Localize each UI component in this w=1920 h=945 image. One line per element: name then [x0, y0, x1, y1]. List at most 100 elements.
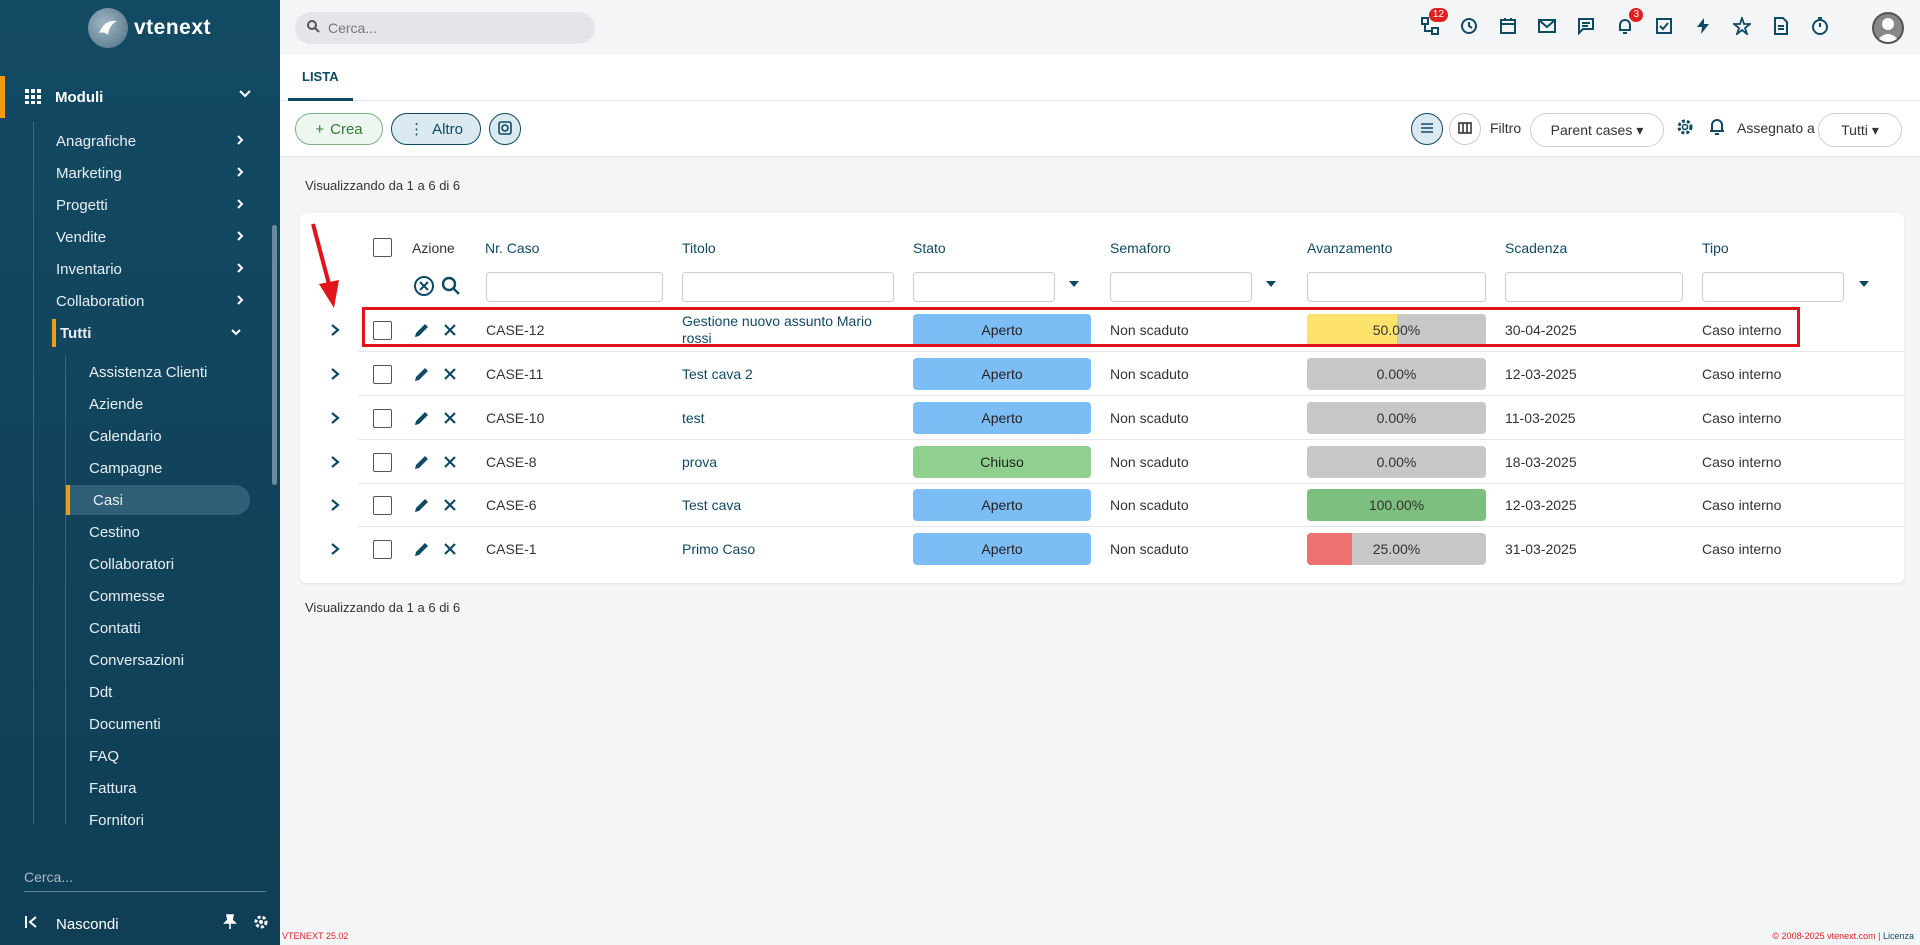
- edit-icon[interactable]: [413, 440, 431, 484]
- sidebar-group-collaboration[interactable]: Collaboration: [56, 287, 246, 315]
- expand-row-chevron-icon[interactable]: [329, 527, 341, 571]
- row-checkbox[interactable]: [373, 496, 392, 515]
- filter-dropdown[interactable]: Parent cases ▾: [1530, 113, 1664, 147]
- gear-icon[interactable]: [253, 914, 269, 934]
- sidebar-item-fattura[interactable]: Fattura: [89, 773, 249, 803]
- history-icon[interactable]: [1458, 14, 1479, 38]
- edit-icon[interactable]: [413, 396, 431, 440]
- column-header-avanzamento[interactable]: Avanzamento: [1307, 240, 1393, 256]
- assigned-dropdown[interactable]: Tutti ▾: [1818, 113, 1902, 147]
- edit-icon[interactable]: [413, 352, 431, 396]
- expand-row-chevron-icon[interactable]: [329, 483, 341, 527]
- sidebar-item-campagne[interactable]: Campagne: [89, 453, 249, 483]
- column-header-tipo[interactable]: Tipo: [1702, 240, 1729, 256]
- column-header-nr-caso[interactable]: Nr. Caso: [485, 240, 540, 256]
- case-title-link[interactable]: Primo Caso: [682, 540, 756, 557]
- processes-icon[interactable]: 12: [1419, 8, 1448, 38]
- row-checkbox[interactable]: [373, 409, 392, 428]
- table-row[interactable]: CASE-6 Test cava Aperto Non scaduto 100.00% 1…: [300, 483, 1904, 527]
- filter-tipo-caret-icon[interactable]: [1859, 281, 1869, 287]
- create-button[interactable]: + Crea: [295, 113, 383, 145]
- row-checkbox[interactable]: [373, 321, 392, 340]
- star-icon[interactable]: [1731, 14, 1752, 38]
- table-row[interactable]: CASE-1 Primo Caso Aperto Non scaduto 25.00% 3…: [300, 527, 1904, 571]
- table-row[interactable]: CASE-11 Test cava 2 Aperto Non scaduto 0.00%…: [300, 352, 1904, 396]
- case-title-link[interactable]: Test cava: [682, 496, 742, 513]
- row-checkbox[interactable]: [373, 540, 392, 559]
- chat-icon[interactable]: [1575, 14, 1596, 38]
- sidebar-item-cestino[interactable]: Cestino: [89, 517, 249, 547]
- filter-avanzamento-input[interactable]: [1307, 272, 1486, 302]
- filter-titolo-input[interactable]: [682, 272, 894, 302]
- list-view-button[interactable]: [1411, 113, 1443, 145]
- modules-menu-toggle[interactable]: Moduli: [0, 76, 262, 118]
- license-link[interactable]: Licenza: [1882, 931, 1914, 941]
- sidebar-item-calendario[interactable]: Calendario: [89, 421, 249, 451]
- case-title-link[interactable]: Test cava 2: [682, 365, 753, 382]
- search-icon[interactable]: [441, 276, 461, 299]
- delete-icon[interactable]: [443, 308, 457, 352]
- sidebar-item-assistenza-clienti[interactable]: Assistenza Clienti: [89, 357, 249, 387]
- timer-icon[interactable]: [1809, 14, 1830, 38]
- sidebar-group-anagrafiche[interactable]: Anagrafiche: [56, 127, 246, 155]
- sidebar-scrollbar[interactable]: [272, 225, 277, 485]
- sidebar-item-documenti[interactable]: Documenti: [89, 709, 249, 739]
- sidebar-item-aziende[interactable]: Aziende: [89, 389, 249, 419]
- columns-view-button[interactable]: [1449, 113, 1481, 145]
- expand-row-chevron-icon[interactable]: [329, 396, 341, 440]
- sidebar-item-contatti[interactable]: Contatti: [89, 613, 249, 643]
- pin-icon[interactable]: [223, 914, 237, 934]
- filter-scadenza-input[interactable]: [1505, 272, 1683, 302]
- column-header-stato[interactable]: Stato: [913, 240, 946, 256]
- expand-row-chevron-icon[interactable]: [329, 352, 341, 396]
- sidebar-item-conversazioni[interactable]: Conversazioni: [89, 645, 249, 675]
- case-title-link[interactable]: prova: [682, 453, 718, 470]
- user-avatar[interactable]: [1872, 12, 1904, 44]
- filter-stato-select[interactable]: [913, 272, 1055, 302]
- clear-filters-icon[interactable]: [413, 275, 435, 300]
- delete-icon[interactable]: [443, 396, 457, 440]
- mail-icon[interactable]: [1536, 14, 1557, 38]
- scan-button[interactable]: [489, 113, 521, 145]
- sidebar-item-casi[interactable]: Casi: [66, 485, 250, 515]
- select-all-checkbox[interactable]: [373, 238, 392, 257]
- sidebar-group-inventario[interactable]: Inventario: [56, 255, 246, 283]
- more-button[interactable]: ⋮ Altro: [391, 113, 481, 145]
- filter-semaforo-caret-icon[interactable]: [1266, 281, 1276, 287]
- filter-nr-caso-input[interactable]: [486, 272, 663, 302]
- filter-semaforo-select[interactable]: [1110, 272, 1252, 302]
- calendar-icon[interactable]: [1497, 14, 1518, 38]
- sidebar-group-vendite[interactable]: Vendite: [56, 223, 246, 251]
- global-search-input[interactable]: Cerca...: [295, 12, 595, 44]
- tab-lista[interactable]: LISTA: [288, 55, 353, 101]
- delete-icon[interactable]: [443, 352, 457, 396]
- sidebar-item-collaboratori[interactable]: Collaboratori: [89, 549, 249, 579]
- table-row[interactable]: CASE-12 Gestione nuovo assunto Mario ross…: [300, 308, 1904, 352]
- edit-icon[interactable]: [413, 308, 431, 352]
- sidebar-group-marketing[interactable]: Marketing: [56, 159, 246, 187]
- sidebar-group-tutti[interactable]: Tutti: [52, 319, 242, 347]
- table-row[interactable]: CASE-8 prova Chiuso Non scaduto 0.00% 18-03-2…: [300, 440, 1904, 484]
- sidebar-item-faq[interactable]: FAQ: [89, 741, 249, 771]
- column-header-titolo[interactable]: Titolo: [682, 240, 716, 256]
- filter-stato-caret-icon[interactable]: [1069, 281, 1079, 287]
- expand-row-chevron-icon[interactable]: [329, 440, 341, 484]
- lightning-icon[interactable]: [1692, 14, 1713, 38]
- sidebar-item-fornitori[interactable]: Fornitori: [89, 805, 249, 835]
- bell-icon[interactable]: 3: [1614, 8, 1643, 38]
- hide-sidebar-button[interactable]: Nascondi: [24, 912, 269, 936]
- edit-icon[interactable]: [413, 483, 431, 527]
- sidebar-group-progetti[interactable]: Progetti: [56, 191, 246, 219]
- gear-icon[interactable]: [1675, 117, 1695, 140]
- filter-tipo-select[interactable]: [1702, 272, 1844, 302]
- case-title-link[interactable]: test: [682, 409, 705, 426]
- table-row[interactable]: CASE-10 test Aperto Non scaduto 0.00% 11-03-2…: [300, 396, 1904, 440]
- bell-icon[interactable]: [1708, 117, 1726, 140]
- column-header-semaforo[interactable]: Semaforo: [1110, 240, 1171, 256]
- delete-icon[interactable]: [443, 440, 457, 484]
- sidebar-item-commesse[interactable]: Commesse: [89, 581, 249, 611]
- expand-row-chevron-icon[interactable]: [329, 308, 341, 352]
- row-checkbox[interactable]: [373, 453, 392, 472]
- tasks-icon[interactable]: [1653, 14, 1674, 38]
- sidebar-search-input[interactable]: Cerca...: [24, 862, 266, 892]
